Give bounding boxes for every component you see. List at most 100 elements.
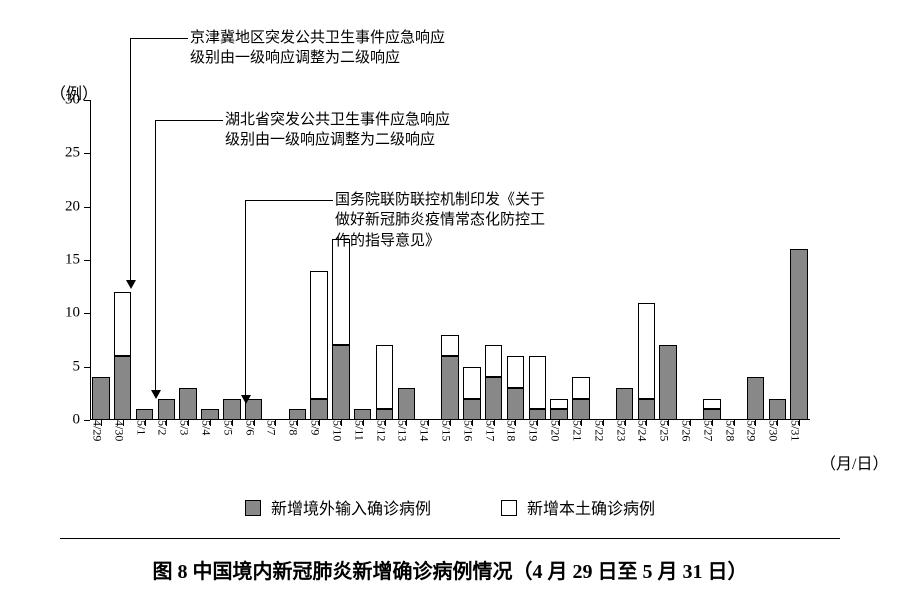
legend-label: 新增境外输入确诊病例 <box>271 501 431 518</box>
annotation-jjj: 京津冀地区突发公共卫生事件应急响应级别由一级响应调整为二级响应 <box>190 28 445 69</box>
x-tick-label: 5/17 <box>482 420 505 441</box>
legend-item-local: 新增本土确诊病例 <box>501 495 655 519</box>
bar-group <box>199 100 221 420</box>
x-tick-label: 5/20 <box>548 420 571 441</box>
bar-group <box>614 100 636 420</box>
bar-group <box>592 100 614 420</box>
bar-group <box>483 100 505 420</box>
bar-group <box>570 100 592 420</box>
y-tick-label: 20 <box>65 198 90 215</box>
bar-imported <box>310 399 327 420</box>
bar-imported <box>507 388 524 420</box>
bar-local <box>332 239 349 346</box>
bar-imported <box>441 356 458 420</box>
divider <box>60 538 840 539</box>
annotation-line: 国务院联防联控机制印发《关于 <box>335 190 545 210</box>
x-tick-label: 4/30 <box>111 420 134 441</box>
bar-group <box>526 100 548 420</box>
figure-caption: 图 8 中国境内新冠肺炎新增确诊病例情况（4 月 29 日至 5 月 31 日） <box>0 555 900 584</box>
x-tick-label: 5/28 <box>722 420 745 441</box>
x-tick-label: 5/27 <box>700 420 723 441</box>
bar-imported <box>529 409 546 420</box>
x-tick-label: 5/12 <box>373 420 396 441</box>
y-tick-label: 15 <box>65 252 90 269</box>
y-tick-label: 30 <box>65 92 90 109</box>
bar-imported <box>703 409 720 420</box>
bar-group <box>657 100 679 420</box>
x-tick-label: 5/26 <box>679 420 702 441</box>
bar-imported <box>485 377 502 420</box>
bar-imported <box>92 377 109 420</box>
x-tick-label: 5/19 <box>526 420 549 441</box>
bar-local <box>114 292 131 356</box>
x-tick-label: 5/3 <box>177 420 200 435</box>
bar-group <box>745 100 767 420</box>
bar-imported <box>289 409 306 420</box>
arrow-down-icon <box>126 280 136 289</box>
bar-imported <box>572 399 589 420</box>
x-tick-label: 5/16 <box>460 420 483 441</box>
y-tick-label: 0 <box>73 412 91 429</box>
bar-imported <box>201 409 218 420</box>
bar-group <box>90 100 112 420</box>
bar-local <box>550 399 567 410</box>
arrow-down-icon <box>151 390 161 399</box>
x-tick-label: 5/21 <box>569 420 592 441</box>
bar-group <box>701 100 723 420</box>
x-tick-label: 5/15 <box>439 420 462 441</box>
annotation-line: 做好新冠肺炎疫情常态化防控工 <box>335 210 545 230</box>
annotation-line: 作的指导意见》 <box>335 231 545 251</box>
bar-group <box>679 100 701 420</box>
bar-local <box>703 399 720 410</box>
x-tick-label: 5/18 <box>504 420 527 441</box>
bar-group <box>723 100 745 420</box>
bar-imported <box>158 399 175 420</box>
x-tick-label: 5/25 <box>657 420 680 441</box>
y-tick-label: 5 <box>73 358 91 375</box>
arrow-down-icon <box>241 395 251 404</box>
bar-imported <box>136 409 153 420</box>
y-tick-label: 10 <box>65 305 90 322</box>
bar-group <box>766 100 788 420</box>
bar-local <box>507 356 524 388</box>
bar-imported <box>769 399 786 420</box>
bar-imported <box>179 388 196 420</box>
x-tick-label: 5/31 <box>788 420 811 441</box>
legend-item-imported: 新增境外输入确诊病例 <box>245 495 431 519</box>
annotation-hubei: 湖北省突发公共卫生事件应急响应级别由一级响应调整为二级响应 <box>225 110 450 151</box>
bar-group <box>155 100 177 420</box>
annotation-line: 湖北省突发公共卫生事件应急响应 <box>225 110 450 130</box>
x-tick-label: 5/23 <box>613 420 636 441</box>
x-tick-label: 5/8 <box>286 420 309 435</box>
x-tick-label: 5/2 <box>155 420 178 435</box>
bar-local <box>441 335 458 356</box>
bar-imported <box>376 409 393 420</box>
x-tick-label: 5/6 <box>242 420 265 435</box>
annotation-arrow <box>130 38 131 280</box>
swatch-solid-icon <box>245 500 261 516</box>
annotation-arrow <box>155 120 156 390</box>
x-tick-label: 5/4 <box>199 420 222 435</box>
annotation-leader <box>130 38 188 39</box>
bar-imported <box>638 399 655 420</box>
bar-imported <box>550 409 567 420</box>
annotation-line: 级别由一级响应调整为二级响应 <box>225 130 450 150</box>
annotation-leader <box>245 200 333 201</box>
bar-local <box>572 377 589 398</box>
x-tick-label: 5/29 <box>744 420 767 441</box>
bar-imported <box>463 399 480 420</box>
x-tick-label: 5/13 <box>395 420 418 441</box>
x-tick-label: 5/7 <box>264 420 287 435</box>
x-tick-label: 5/1 <box>133 420 156 435</box>
x-tick-label: 5/24 <box>635 420 658 441</box>
bar-imported <box>354 409 371 420</box>
x-tick-label: 5/30 <box>766 420 789 441</box>
swatch-open-icon <box>501 500 517 516</box>
annotation-leader <box>155 120 223 121</box>
bar-imported <box>659 345 676 420</box>
bar-group <box>177 100 199 420</box>
bar-group <box>548 100 570 420</box>
annotation-arrow <box>245 200 246 395</box>
bar-imported <box>332 345 349 420</box>
x-tick-label: 5/10 <box>329 420 352 441</box>
